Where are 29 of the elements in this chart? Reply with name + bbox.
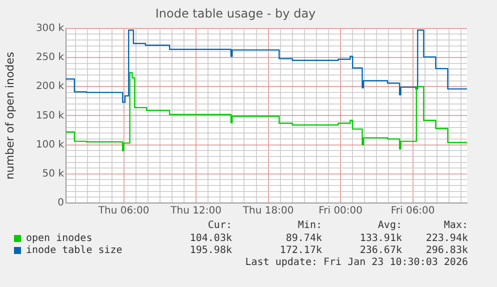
y-tick-label: 300 k xyxy=(36,22,64,34)
text: 223.94k xyxy=(426,233,468,244)
text: Avg: xyxy=(378,220,402,231)
text: Min: xyxy=(298,220,322,231)
text: 195.98k xyxy=(190,245,232,256)
text: Last update: Fri Jan 23 10:30:03 2026 xyxy=(245,257,468,268)
y-tick-label: 150 k xyxy=(36,110,64,122)
y-axis-title: number of open inodes xyxy=(3,52,16,180)
y-tick-label: 100 k xyxy=(36,139,64,150)
legend-label: open inodes xyxy=(26,233,92,244)
x-tick-label: Thu 12:00 xyxy=(170,206,222,217)
y-tick-label: 0 xyxy=(58,198,64,209)
y-tick-label: 250 k xyxy=(36,52,64,64)
text: Max: xyxy=(444,220,468,231)
x-tick-label: Fri 00:00 xyxy=(318,206,363,217)
y-tick-label: 200 k xyxy=(36,81,64,92)
text: 236.67k xyxy=(360,245,402,256)
x-tick-label: Fri 06:00 xyxy=(390,206,435,217)
text: 133.91k xyxy=(360,233,402,244)
text: 172.17k xyxy=(280,245,322,256)
x-tick-label: Thu 06:00 xyxy=(97,206,150,217)
text: 89.74k xyxy=(286,233,322,244)
text: 296.83k xyxy=(426,245,468,256)
legend-label: inode table size xyxy=(26,245,122,256)
y-tick-label: 50 k xyxy=(42,168,64,180)
text: 104.03k xyxy=(190,233,232,244)
x-tick-label: Thu 18:00 xyxy=(242,206,294,217)
text: Cur: xyxy=(208,220,232,231)
chart-title: Inode table usage - by day xyxy=(155,6,316,20)
